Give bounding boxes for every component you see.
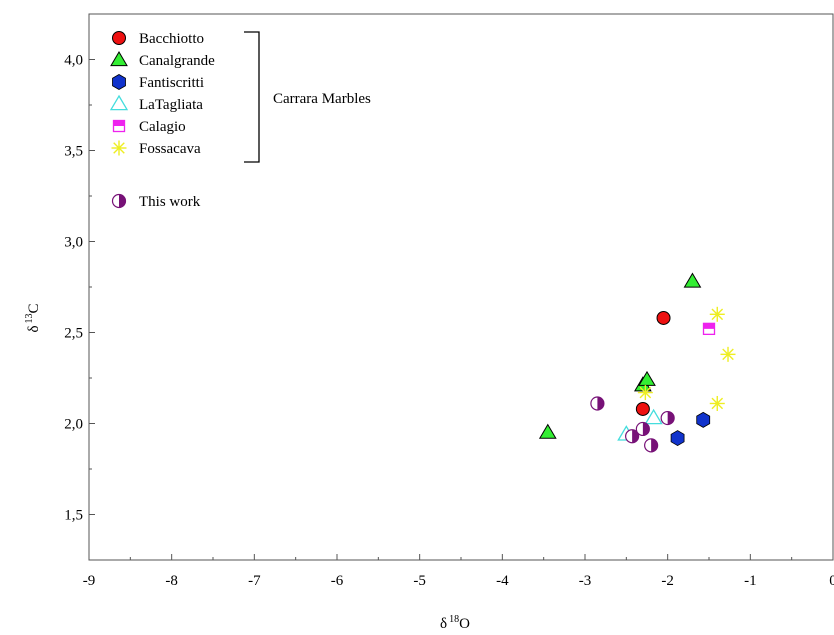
data-point xyxy=(637,385,653,401)
data-point xyxy=(683,272,702,288)
legend-label: Fossacava xyxy=(139,141,201,157)
y-tick-label: 3,0 xyxy=(64,235,83,251)
y-tick-label: 3,5 xyxy=(64,144,83,160)
legend-marker xyxy=(111,140,127,156)
legend-group-bracket xyxy=(244,31,260,163)
axis-ticks: -9 -8 -7 -6 -5 -4 -3 -2 -1 0 1,5 2,0 2,5 3,0 3,5 4,0 xyxy=(64,53,834,590)
data-point xyxy=(538,423,557,439)
x-tick-label: -4 xyxy=(496,573,509,589)
legend-marker xyxy=(111,193,127,209)
legend: Bacchiotto Canalgrande Fantiscritti LaTagli… xyxy=(109,31,215,210)
legend-label: Calagio xyxy=(139,119,186,135)
x-tick-label: -8 xyxy=(165,573,178,589)
legend-group-label: Carrara Marbles xyxy=(273,91,371,107)
legend-label: Canalgrande xyxy=(139,53,215,69)
y-tick-label: 2,0 xyxy=(64,417,83,433)
data-point xyxy=(696,411,711,428)
legend-label: This work xyxy=(139,194,201,210)
data-point xyxy=(656,310,671,325)
data-point xyxy=(709,306,725,322)
x-tick-label: -7 xyxy=(248,573,261,589)
data-point xyxy=(670,430,685,447)
legend-marker xyxy=(109,94,129,111)
legend-label: Fantiscritti xyxy=(139,75,204,91)
x-axis-label: δ 18O xyxy=(440,614,470,632)
data-point xyxy=(644,438,659,453)
x-tick-label: -2 xyxy=(661,573,674,589)
x-tick-label: -9 xyxy=(83,573,96,589)
x-tick-label: -1 xyxy=(744,573,757,589)
data-point xyxy=(720,346,736,362)
legend-label: LaTagliata xyxy=(139,97,203,113)
x-tick-label: -6 xyxy=(331,573,344,589)
y-axis-label: δ13C xyxy=(24,303,42,332)
data-point xyxy=(635,401,650,416)
data-point xyxy=(638,370,656,386)
data-point xyxy=(644,408,663,425)
y-tick-label: 2,5 xyxy=(64,326,83,342)
data-point xyxy=(660,410,675,426)
data-point xyxy=(625,429,640,444)
y-tick-label: 1,5 xyxy=(64,508,83,524)
plot-frame xyxy=(88,13,834,561)
x-tick-label: -3 xyxy=(579,573,592,589)
data-point xyxy=(702,322,716,336)
legend-marker xyxy=(112,74,126,90)
data-points xyxy=(538,272,736,453)
legend-marker xyxy=(112,119,126,133)
x-tick-label: 0 xyxy=(829,573,834,589)
data-point xyxy=(590,396,605,411)
data-point xyxy=(709,395,725,411)
legend-label: Bacchiotto xyxy=(139,31,204,47)
y-tick-label: 4,0 xyxy=(64,53,83,69)
x-tick-label: -5 xyxy=(413,573,426,589)
data-point xyxy=(635,421,650,437)
legend-marker xyxy=(110,51,128,67)
legend-marker xyxy=(112,31,126,45)
